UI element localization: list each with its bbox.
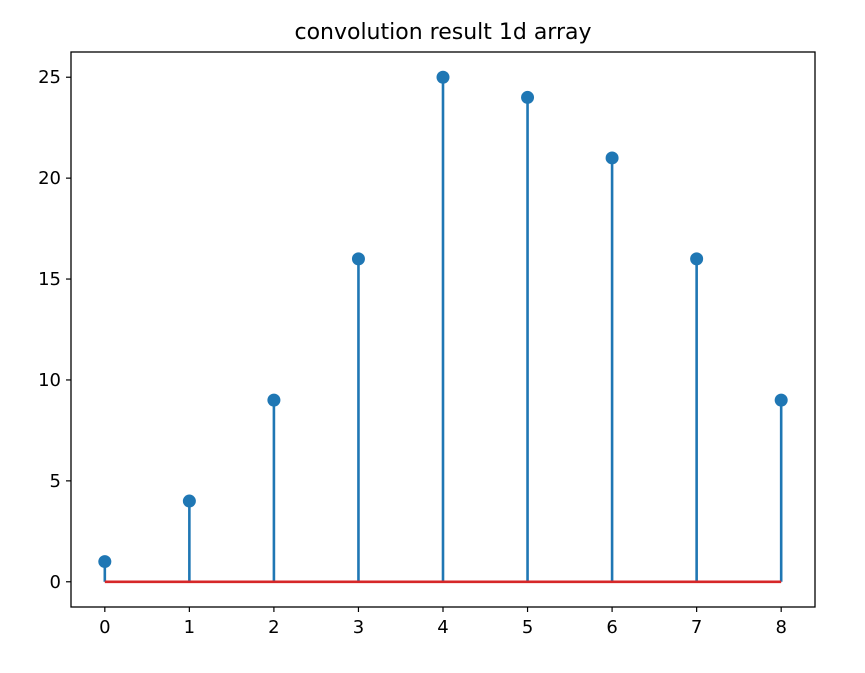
x-tick-label: 0 <box>99 617 110 638</box>
x-tick-label: 7 <box>691 617 702 638</box>
stem-marker <box>690 252 704 266</box>
x-tick-label: 2 <box>268 617 279 638</box>
y-tick-label: 20 <box>38 168 61 189</box>
stem-marker <box>182 494 196 508</box>
x-tick-label: 5 <box>522 617 533 638</box>
y-tick-label: 25 <box>38 67 61 88</box>
x-tick-label: 3 <box>353 617 364 638</box>
plot-area: 0 1 2 3 4 5 6 7 8 0 5 10 15 20 25 <box>38 51 816 638</box>
x-tick-label: 8 <box>775 617 786 638</box>
x-tick-label: 4 <box>437 617 448 638</box>
y-tick-label: 10 <box>38 370 61 391</box>
stem-marker <box>98 555 112 569</box>
y-tick-label: 15 <box>38 269 61 290</box>
stem-marker <box>521 90 535 104</box>
chart-title: convolution result 1d array <box>294 20 591 45</box>
x-tick-label: 1 <box>184 617 195 638</box>
stem-marker <box>605 151 619 165</box>
stem-marker <box>774 393 788 407</box>
y-tick-label: 5 <box>50 471 61 492</box>
x-tick-label: 6 <box>606 617 617 638</box>
stem-marker <box>436 70 450 84</box>
y-tick-label: 0 <box>50 572 61 593</box>
stem-marker <box>351 252 365 266</box>
stem-marker <box>267 393 281 407</box>
